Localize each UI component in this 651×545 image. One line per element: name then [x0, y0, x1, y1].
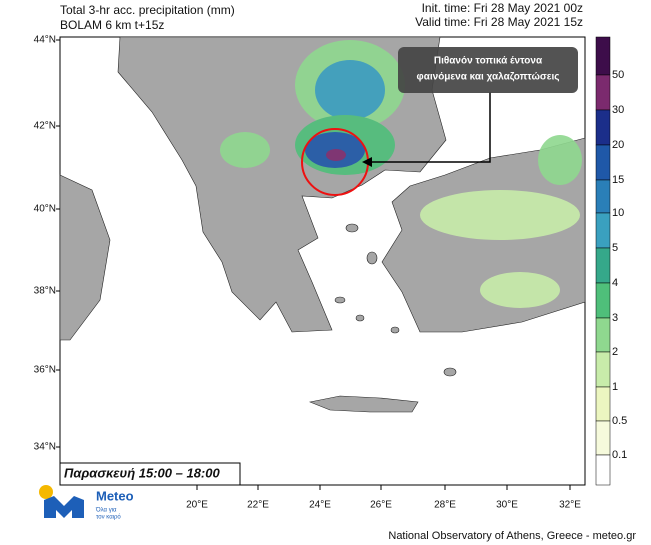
colorbar-segment: [595, 247, 611, 284]
colorbar-segment: [595, 454, 611, 486]
colorbar-label: 2: [612, 346, 618, 358]
lat-label: 40°N: [34, 204, 56, 215]
logo-tagline: τον καιρό: [96, 514, 121, 521]
logo-name: Meteo: [96, 488, 134, 503]
colorbar-segment: [595, 144, 611, 181]
colorbar-segment: [595, 109, 611, 146]
colorbar: 50 30 20 15 10 5 4 3 2 1 0.5 0.1: [595, 36, 627, 486]
lon-label: 22°E: [247, 500, 269, 511]
colorbar-label: 0.1: [612, 449, 627, 461]
lon-label: 20°E: [186, 500, 208, 511]
footer: National Observatory of Athens, Greece -…: [388, 530, 636, 542]
annotation-line: φαινόμενα και χαλαζοπτώσεις: [417, 72, 560, 83]
valid-time: Valid time: Fri 28 May 2021 15z: [415, 15, 583, 29]
colorbar-label: 0.5: [612, 415, 627, 427]
colorbar-label: 50: [612, 69, 624, 81]
map: Πιθανόν τοπικά έντονα φαινόμενα και χαλα…: [59, 36, 586, 486]
lon-label: 24°E: [309, 500, 331, 511]
annotation-line: Πιθανόν τοπικά έντονα: [434, 56, 543, 67]
colorbar-label: 30: [612, 104, 624, 116]
colorbar-label: 4: [612, 277, 618, 289]
lat-label: 38°N: [34, 286, 56, 297]
colorbar-segment: [595, 36, 611, 76]
colorbar-label: 5: [612, 242, 618, 254]
init-time: Init. time: Fri 28 May 2021 00z: [422, 1, 583, 15]
lon-label: 32°E: [559, 500, 581, 511]
lat-label: 34°N: [34, 442, 56, 453]
lat-label: 36°N: [34, 365, 56, 376]
lat-label: 42°N: [34, 121, 56, 132]
title: Total 3-hr acc. precipitation (mm): [60, 3, 235, 17]
colorbar-label: 10: [612, 207, 624, 219]
colorbar-label: 3: [612, 312, 618, 324]
colorbar-label: 15: [612, 174, 624, 186]
colorbar-segment: [595, 74, 611, 111]
logo-tagline: Όλα για: [95, 508, 117, 514]
colorbar-segment: [595, 420, 611, 456]
lon-label: 28°E: [434, 500, 456, 511]
subtitle: BOLAM 6 km t+15z: [60, 18, 164, 32]
colorbar-segment: [595, 386, 611, 422]
colorbar-label: 1: [612, 381, 618, 393]
lat-label: 44°N: [34, 35, 56, 46]
lon-label: 30°E: [496, 500, 518, 511]
colorbar-segment: [595, 351, 611, 388]
colorbar-segment: [595, 317, 611, 353]
colorbar-label: 20: [612, 139, 624, 151]
colorbar-segment: [595, 212, 611, 249]
colorbar-segment: [595, 282, 611, 319]
colorbar-segment: [595, 179, 611, 214]
lon-label: 26°E: [370, 500, 392, 511]
logo: Meteo Όλα για τον καιρό: [39, 485, 134, 521]
period-label: Παρασκευή 15:00 – 18:00: [64, 465, 220, 480]
